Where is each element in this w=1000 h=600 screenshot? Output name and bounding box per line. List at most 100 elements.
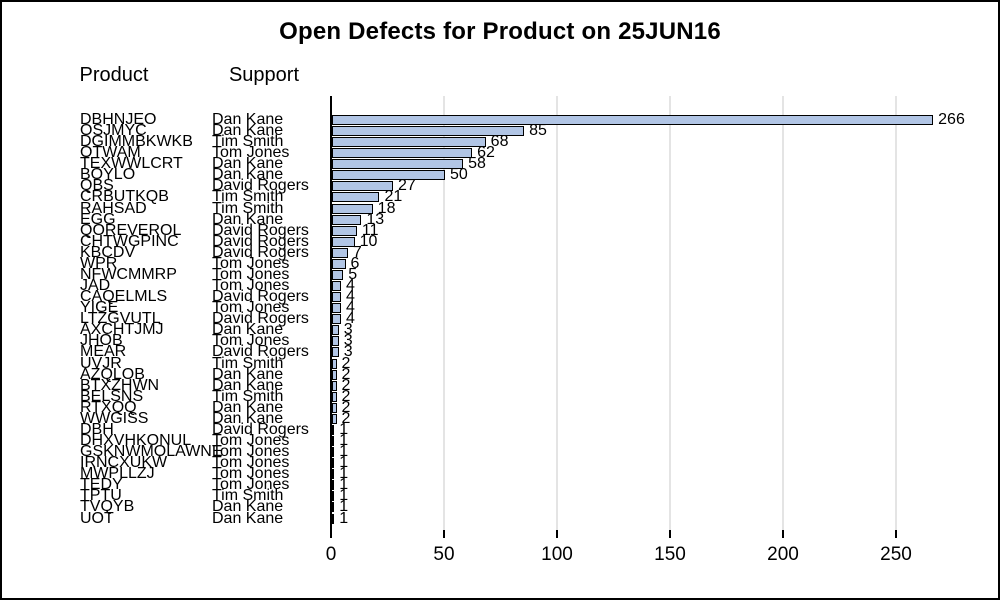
value-label: 85 xyxy=(529,122,547,140)
support-label: David Rogers xyxy=(212,288,309,306)
value-label: 6 xyxy=(350,254,360,272)
bar xyxy=(332,170,445,181)
bar xyxy=(332,148,473,159)
bar xyxy=(332,402,337,413)
support-label: David Rogers xyxy=(212,310,309,328)
bar xyxy=(332,358,337,369)
product-label: DGIMMBKWKB xyxy=(80,133,193,151)
bar xyxy=(332,513,335,524)
value-label: 3 xyxy=(343,343,353,361)
bar xyxy=(332,480,335,491)
support-label: Tom Jones xyxy=(212,277,290,295)
product-label: RAHSAD xyxy=(80,199,147,217)
bar xyxy=(332,281,342,292)
product-label: TPTU xyxy=(80,487,122,505)
x-tick xyxy=(895,530,897,538)
value-label: 27 xyxy=(398,177,416,195)
bar xyxy=(332,214,362,225)
support-label: Tom Jones xyxy=(212,265,290,283)
support-label: Dan Kane xyxy=(212,166,284,184)
gridline xyxy=(443,96,445,530)
bar xyxy=(332,413,337,424)
value-label: 58 xyxy=(468,155,486,173)
value-label: 3 xyxy=(343,321,353,339)
product-label: JAD xyxy=(80,277,111,295)
value-label: 13 xyxy=(366,210,385,228)
value-label: 1 xyxy=(339,498,349,516)
product-label: AZQLOB xyxy=(80,365,145,383)
bar xyxy=(332,192,380,203)
x-tick-label: 50 xyxy=(433,544,455,565)
bar xyxy=(332,236,355,247)
bar xyxy=(332,137,486,148)
chart-title: Open Defects for Product on 25JUN16 xyxy=(279,18,721,45)
product-label: OTWAM xyxy=(80,144,141,162)
support-label: Tom Jones xyxy=(212,454,290,472)
bar xyxy=(332,436,335,447)
bar xyxy=(332,159,464,170)
x-tick xyxy=(669,530,671,538)
product-label: TEXWWLCRT xyxy=(80,155,183,173)
support-label: Tom Jones xyxy=(212,465,290,483)
support-label: David Rogers xyxy=(212,343,309,361)
bar xyxy=(332,369,337,380)
bar xyxy=(332,391,337,402)
value-label: 7 xyxy=(352,243,362,261)
column-header-product: Product xyxy=(79,64,149,86)
product-label: GSKNWMOLAWNE xyxy=(80,443,223,461)
value-label: 11 xyxy=(361,221,379,239)
x-tick xyxy=(782,530,784,538)
value-label: 2 xyxy=(341,398,351,416)
product-label: CRBUTKQB xyxy=(80,188,169,206)
bar xyxy=(332,347,339,358)
product-label: OSJMYC xyxy=(80,122,147,140)
value-label: 1 xyxy=(339,476,349,494)
support-label: Dan Kane xyxy=(212,409,284,427)
support-label: David Rogers xyxy=(212,420,309,438)
support-label: Tim Smith xyxy=(212,133,284,151)
product-label: DBHNJEO xyxy=(80,111,157,128)
product-label: MEAR xyxy=(80,343,127,361)
support-label: Tom Jones xyxy=(212,254,290,272)
support-label: David Rogers xyxy=(212,177,309,195)
product-label: DHXVHKONUL xyxy=(80,432,192,450)
x-tick-label: 200 xyxy=(767,544,799,565)
bar xyxy=(332,469,335,480)
bar xyxy=(332,303,342,314)
bar xyxy=(332,380,337,391)
product-label: RTXQQ xyxy=(80,398,137,416)
value-label: 10 xyxy=(359,232,378,250)
product-label: QOREVEROL xyxy=(80,221,182,239)
product-label: MWPLLZJ xyxy=(80,465,155,483)
bar xyxy=(332,269,344,280)
support-label: Dan Kane xyxy=(212,509,284,527)
y-axis-line xyxy=(330,96,332,538)
support-label: David Rogers xyxy=(212,221,309,239)
bar xyxy=(332,447,335,458)
product-label: JHOB xyxy=(80,332,123,350)
support-label: Tim Smith xyxy=(212,188,284,206)
support-label: David Rogers xyxy=(212,232,309,250)
support-label: Tom Jones xyxy=(212,144,290,162)
product-label: WPR xyxy=(80,254,118,272)
product-label: BTXZHWN xyxy=(80,376,160,394)
value-label: 18 xyxy=(377,199,396,217)
x-tick xyxy=(556,530,558,538)
x-tick xyxy=(443,530,445,538)
bar xyxy=(332,292,342,303)
bar xyxy=(332,491,335,502)
support-label: David Rogers xyxy=(212,243,309,261)
value-label: 21 xyxy=(384,188,403,206)
product-label: QBS xyxy=(80,177,114,195)
bar xyxy=(332,115,934,125)
product-label: LTZGVUTL xyxy=(80,310,161,328)
product-label: UOT xyxy=(80,509,114,527)
value-label: 4 xyxy=(346,288,355,306)
value-label: 1 xyxy=(339,432,349,450)
support-label: Tom Jones xyxy=(212,476,290,494)
product-label: KBCDV xyxy=(80,243,136,261)
x-tick-label: 0 xyxy=(325,544,337,565)
product-label: YIGE xyxy=(80,299,119,317)
gridline xyxy=(782,96,784,530)
